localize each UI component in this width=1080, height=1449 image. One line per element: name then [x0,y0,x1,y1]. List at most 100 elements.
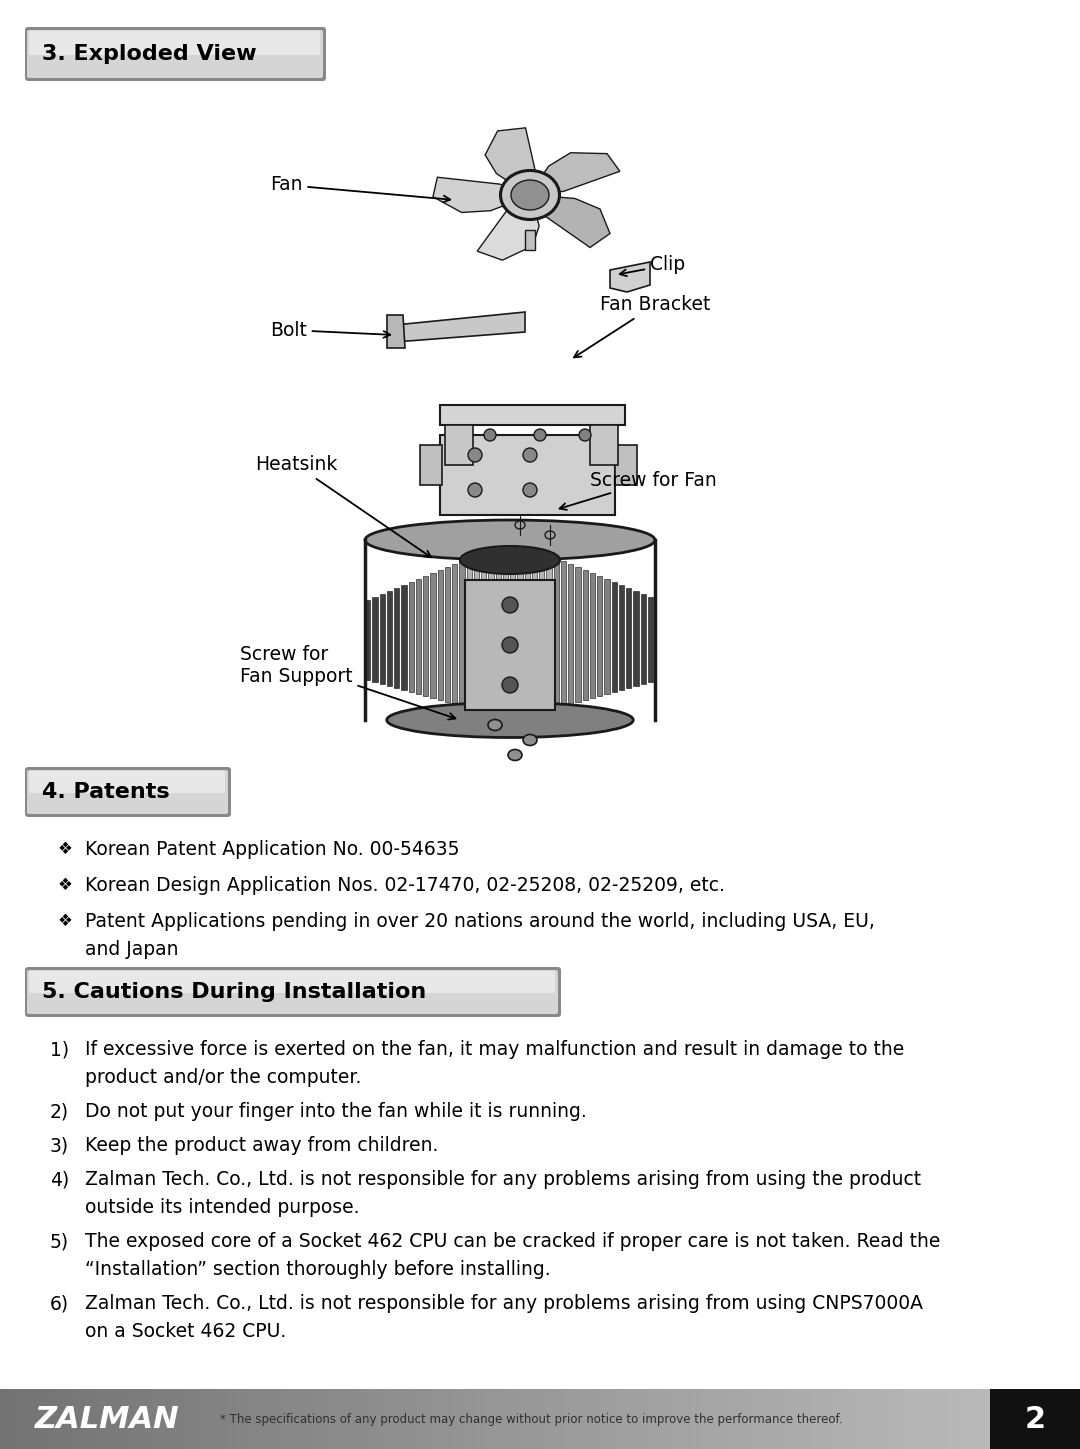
Bar [724,1390,734,1449]
Bar [292,1390,302,1449]
Bar [540,1390,551,1449]
Bar [416,580,421,694]
Bar [445,425,473,465]
Text: Korean Design Application Nos. 02-17470, 02-25208, 02-25209, etc.: Korean Design Application Nos. 02-17470,… [85,877,725,895]
Circle shape [523,483,537,497]
FancyBboxPatch shape [440,435,615,514]
Bar [281,1390,292,1449]
Ellipse shape [460,546,561,574]
Bar [611,582,617,693]
Bar [626,1390,637,1449]
Bar [97,1390,108,1449]
Bar [788,1390,799,1449]
Bar [423,577,429,696]
Bar [810,1390,821,1449]
Text: The exposed core of a Socket 462 CPU can be cracked if proper care is not taken.: The exposed core of a Socket 462 CPU can… [85,1232,941,1250]
FancyBboxPatch shape [440,406,625,425]
Circle shape [523,448,537,462]
Text: 2: 2 [1025,1404,1045,1433]
Text: ❖: ❖ [58,877,72,894]
Bar [346,1390,356,1449]
Bar [65,1390,76,1449]
Polygon shape [387,314,405,348]
Text: Fan Bracket: Fan Bracket [575,296,711,358]
Bar [324,1390,335,1449]
Circle shape [502,677,518,693]
Bar [356,1390,367,1449]
Bar [32,1390,43,1449]
Bar [616,1390,626,1449]
Bar [990,1390,1080,1449]
Bar [568,564,573,704]
Bar [896,1390,907,1449]
Bar [259,1390,270,1449]
FancyBboxPatch shape [25,767,231,817]
Bar [119,1390,130,1449]
Bar [400,1390,410,1449]
Bar [576,567,581,701]
FancyBboxPatch shape [29,30,320,55]
Bar [648,1390,659,1449]
Ellipse shape [510,178,550,212]
Bar [1015,1390,1026,1449]
Bar [335,1390,346,1449]
Text: 4): 4) [50,1169,69,1190]
Bar [1058,1390,1069,1449]
Bar [767,1390,778,1449]
Bar [940,1390,950,1449]
Bar [454,1390,464,1449]
Text: Clip: Clip [620,255,685,277]
Bar [799,1390,810,1449]
Bar [875,1390,886,1449]
Bar [227,1390,238,1449]
Ellipse shape [365,520,654,559]
Bar [680,1390,691,1449]
Bar [313,1390,324,1449]
Bar [467,558,472,709]
Bar [626,588,632,688]
Text: * The specifications of any product may change without prior notice to improve t: * The specifications of any product may … [220,1413,842,1426]
Bar [864,1390,875,1449]
Bar [86,1390,97,1449]
Bar [778,1390,788,1449]
Bar [582,569,588,700]
Bar [950,1390,961,1449]
FancyBboxPatch shape [465,580,555,710]
Bar [437,569,443,700]
Bar [140,1390,151,1449]
Bar [1069,1390,1080,1449]
Ellipse shape [523,735,537,745]
Bar [572,1390,583,1449]
Bar [551,1390,562,1449]
Bar [184,1390,194,1449]
Bar [972,1390,983,1449]
Bar [531,549,537,714]
Bar [445,567,450,701]
Bar [216,1390,227,1449]
Bar [832,1390,842,1449]
Bar [205,1390,216,1449]
Bar [518,1390,529,1449]
Bar [510,540,515,720]
Bar [420,445,442,485]
Bar [302,1390,313,1449]
Bar [994,1390,1004,1449]
Bar [162,1390,173,1449]
Bar [886,1390,896,1449]
Bar [378,1390,389,1449]
Bar [529,1390,540,1449]
Ellipse shape [511,180,549,210]
Bar [130,1390,140,1449]
Bar [503,543,509,719]
Text: Do not put your finger into the fan while it is running.: Do not put your finger into the fan whil… [85,1103,586,1122]
Text: 6): 6) [50,1294,69,1313]
FancyBboxPatch shape [29,971,555,993]
Bar [108,1390,119,1449]
Circle shape [534,429,546,440]
Bar [605,1390,616,1449]
Bar [248,1390,259,1449]
Text: If excessive force is exerted on the fan, it may malfunction and result in damag: If excessive force is exerted on the fan… [85,1040,904,1059]
Bar [1048,1390,1058,1449]
Bar [173,1390,184,1449]
Ellipse shape [545,530,555,539]
